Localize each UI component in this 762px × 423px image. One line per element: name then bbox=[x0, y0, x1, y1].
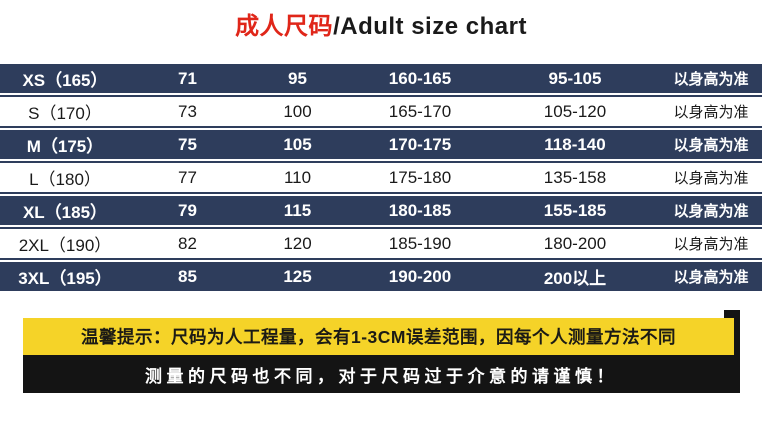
measurement-cell: 75 bbox=[178, 134, 197, 154]
weight-range-cell: 105-120 bbox=[543, 101, 607, 121]
measurement-cell: 115 bbox=[283, 200, 312, 220]
height-basis-cell: 以身高为准 bbox=[673, 170, 749, 187]
size-label-cell: 3XL（195） bbox=[18, 269, 112, 288]
height-range-cell: 165-170 bbox=[388, 101, 452, 121]
measurement-cell: 105 bbox=[283, 134, 312, 154]
table-row: L（180） 77 110 175-180 135-158 以身高为准 bbox=[0, 161, 762, 194]
measurement-cell: 85 bbox=[178, 266, 197, 286]
height-basis-cell: 以身高为准 bbox=[673, 203, 749, 220]
height-basis-cell: 以身高为准 bbox=[673, 104, 749, 121]
weight-range-cell: 118-140 bbox=[544, 134, 606, 154]
height-basis-cell: 以身高为准 bbox=[673, 269, 749, 286]
size-label-cell: S（170） bbox=[28, 104, 102, 123]
measurement-cell: 71 bbox=[178, 68, 197, 88]
size-label-cell: M（175） bbox=[26, 137, 104, 156]
table-row: 2XL（190） 82 120 185-190 180-200 以身高为准 bbox=[0, 227, 762, 260]
weight-range-cell: 135-158 bbox=[543, 167, 607, 187]
height-range-cell: 190-200 bbox=[388, 266, 452, 286]
page-title-english: /Adult size chart bbox=[333, 13, 527, 40]
height-range-cell: 175-180 bbox=[388, 167, 452, 187]
page-title-chinese: 成人尺码 bbox=[235, 13, 334, 40]
table-row: S（170） 73 100 165-170 105-120 以身高为准 bbox=[0, 95, 762, 128]
height-range-cell: 160-165 bbox=[388, 68, 452, 88]
height-basis-cell: 以身高为准 bbox=[673, 137, 749, 154]
measurement-cell: 125 bbox=[283, 266, 312, 286]
size-label-cell: L（180） bbox=[29, 170, 101, 189]
table-row: XS（165） 71 95 160-165 95-105 以身高为准 bbox=[0, 64, 762, 93]
weight-range-cell: 200以上 bbox=[543, 269, 607, 288]
size-label-cell: XS（165） bbox=[22, 71, 108, 90]
size-table: XS（165） 71 95 160-165 95-105 以身高为准 S（170… bbox=[0, 62, 762, 293]
height-basis-cell: 以身高为准 bbox=[673, 71, 749, 88]
measurement-cell: 79 bbox=[178, 200, 197, 220]
measurement-cell: 110 bbox=[283, 167, 312, 187]
table-row: 3XL（195） 85 125 190-200 200以上 以身高为准 bbox=[0, 262, 762, 291]
height-range-cell: 180-185 bbox=[388, 200, 452, 220]
measurement-cell: 77 bbox=[178, 167, 197, 187]
measurement-cell: 95 bbox=[288, 68, 307, 88]
height-range-cell: 185-190 bbox=[388, 233, 452, 253]
page-title: 成人尺码/Adult size chart bbox=[0, 6, 762, 41]
weight-range-cell: 155-185 bbox=[543, 200, 607, 220]
caution-banner: 测量的尺码也不同，对于尺码过于介意的请谨慎！ bbox=[23, 355, 740, 393]
height-basis-cell: 以身高为准 bbox=[673, 236, 749, 253]
height-range-cell: 170-175 bbox=[388, 134, 452, 154]
size-label-cell: XL（185） bbox=[22, 203, 108, 222]
table-row: XL（185） 79 115 180-185 155-185 以身高为准 bbox=[0, 196, 762, 225]
table-row: M（175） 75 105 170-175 118-140 以身高为准 bbox=[0, 130, 762, 159]
measurement-cell: 120 bbox=[283, 233, 312, 253]
measurement-cell: 73 bbox=[178, 101, 197, 121]
size-label-cell: 2XL（190） bbox=[18, 236, 112, 255]
weight-range-cell: 95-105 bbox=[548, 68, 602, 88]
measurement-cell: 100 bbox=[283, 101, 312, 121]
warm-tip-banner: 温馨提示：尺码为人工程量，会有1-3CM误差范围，因每个人测量方法不同 bbox=[23, 318, 734, 355]
measurement-cell: 82 bbox=[178, 233, 197, 253]
weight-range-cell: 180-200 bbox=[543, 233, 607, 253]
